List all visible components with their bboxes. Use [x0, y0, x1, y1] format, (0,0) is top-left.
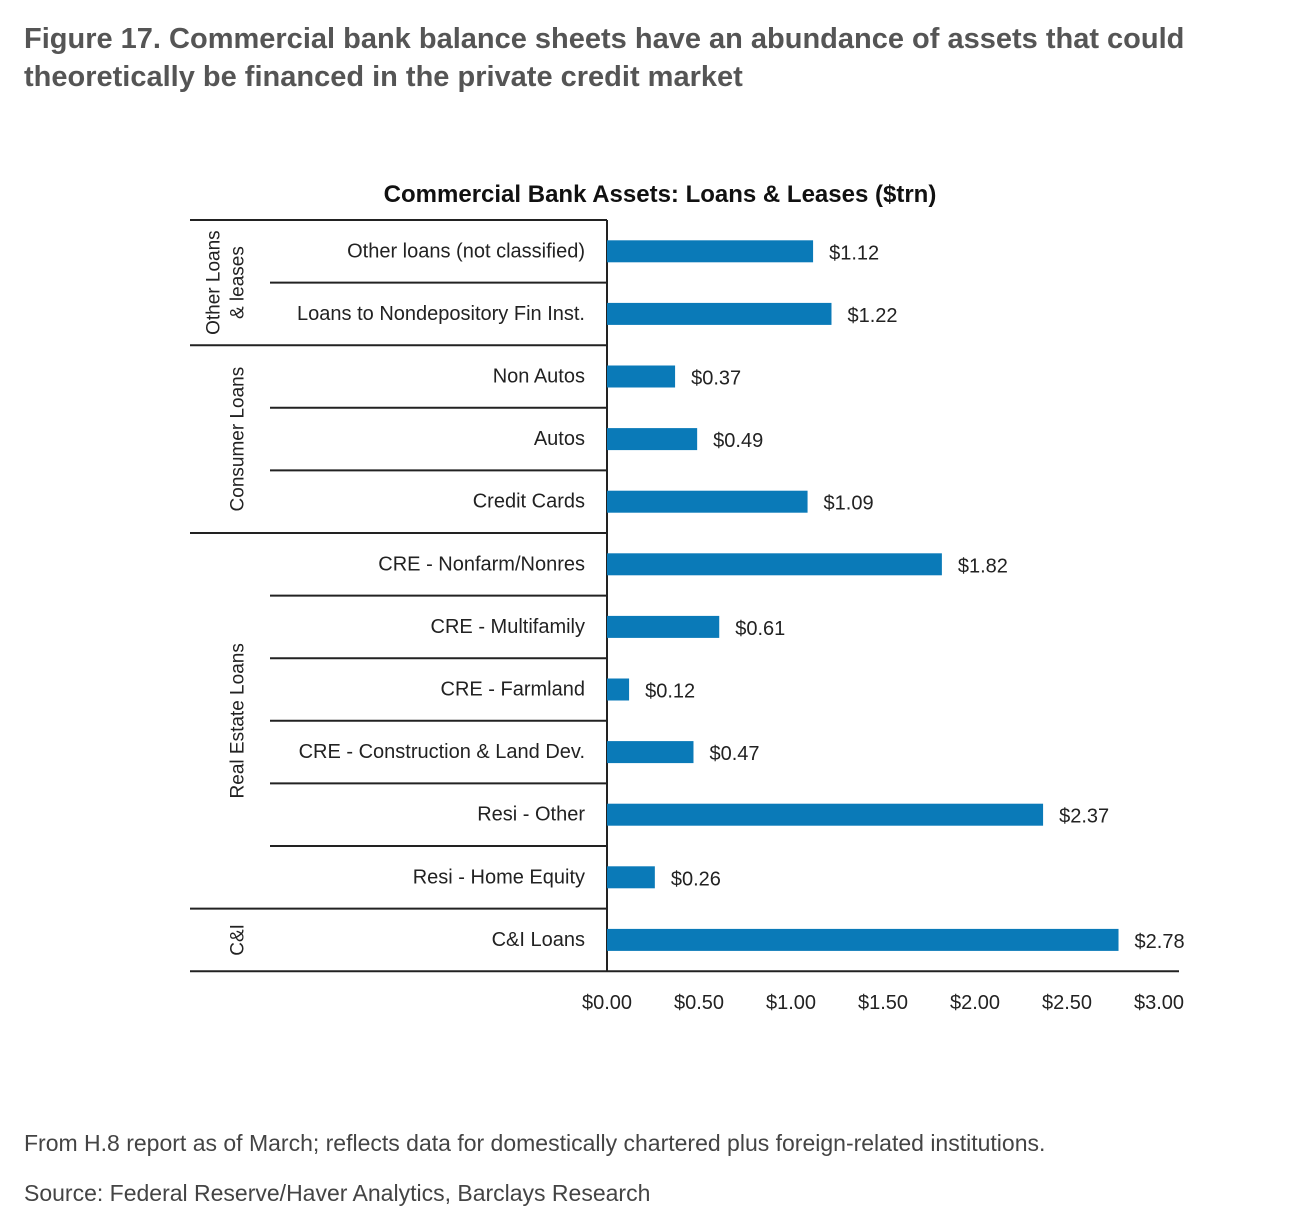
category-label: Resi - Other: [477, 804, 585, 826]
category-label: Loans to Nondepository Fin Inst.: [297, 303, 585, 325]
category-label: CRE - Nonfarm/Nonres: [378, 553, 585, 575]
group-label-0-0: Other Loans: [204, 230, 225, 335]
bar: [607, 365, 676, 388]
group-label-0-1: & leases: [228, 246, 249, 319]
category-label: Credit Cards: [473, 491, 585, 513]
category-label: Non Autos: [493, 366, 585, 388]
bar: [607, 553, 942, 576]
data-label: $2.37: [1059, 806, 1109, 828]
x-tick-label: $2.50: [1042, 992, 1092, 1014]
group-label-2-0: Real Estate Loans: [228, 643, 249, 798]
chart-footnote: From H.8 report as of March; reflects da…: [24, 1130, 1046, 1156]
x-tick-label: $1.00: [766, 992, 816, 1014]
bar: [607, 490, 808, 513]
category-label: CRE - Farmland: [441, 679, 585, 701]
category-label: CRE - Multifamily: [431, 616, 585, 638]
data-label: $0.49: [713, 430, 763, 452]
x-tick-label: $0.00: [582, 992, 632, 1014]
bar: [607, 678, 630, 701]
data-label: $0.37: [691, 368, 741, 390]
bar: [607, 615, 720, 638]
data-label: $1.82: [958, 555, 1008, 577]
x-tick-label: $2.00: [950, 992, 1000, 1014]
chart-title: Commercial Bank Assets: Loans & Leases (…: [384, 181, 937, 208]
category-label: C&I Loans: [492, 929, 585, 951]
figure-title: Figure 17. Commercial bank balance sheet…: [24, 23, 1185, 93]
category-label: Autos: [534, 428, 585, 450]
bar: [607, 928, 1119, 951]
data-label: $2.78: [1135, 931, 1185, 953]
bar: [607, 428, 698, 451]
data-label: $1.22: [847, 305, 897, 327]
data-label: $1.12: [829, 242, 879, 264]
group-label-3-0: C&I: [228, 924, 249, 956]
data-label: $0.12: [645, 681, 695, 703]
bar: [607, 240, 814, 263]
data-label: $1.09: [824, 493, 874, 515]
bar: [607, 803, 1044, 826]
category-label: CRE - Construction & Land Dev.: [299, 741, 585, 763]
chart-source: Source: Federal Reserve/Haver Analytics,…: [24, 1180, 651, 1206]
data-label: $0.47: [709, 743, 759, 765]
category-label: Other loans (not classified): [347, 240, 585, 262]
category-label: Resi - Home Equity: [413, 866, 585, 888]
bar: [607, 302, 832, 325]
x-tick-label: $1.50: [858, 992, 908, 1014]
bar: [607, 866, 655, 889]
bar: [607, 741, 694, 764]
group-label-1-0: Consumer Loans: [228, 367, 249, 512]
x-tick-label: $0.50: [674, 992, 724, 1014]
data-label: $0.61: [735, 618, 785, 640]
x-tick-label: $3.00: [1134, 992, 1184, 1014]
data-label: $0.26: [671, 868, 721, 890]
